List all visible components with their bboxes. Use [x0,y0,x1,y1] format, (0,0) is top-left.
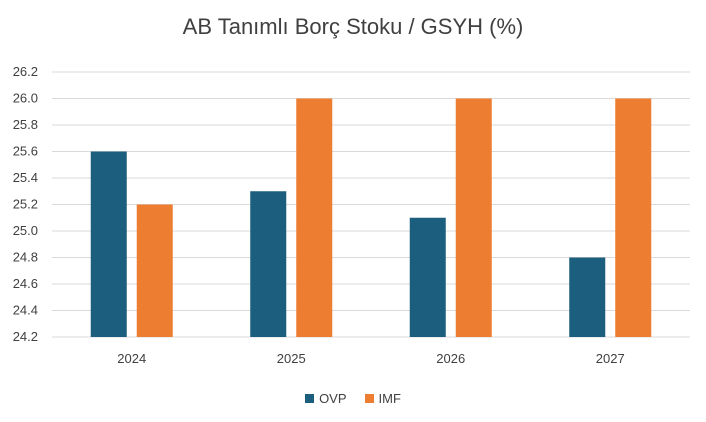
y-tick-label: 24.4 [13,303,38,318]
y-tick-label: 24.6 [13,276,38,291]
bar-ovp-2027 [569,257,606,337]
legend-label-imf: IMF [378,391,401,406]
y-tick-label: 25.8 [13,117,38,132]
bar-imf-2025 [296,98,333,337]
y-tick-label: 26.0 [13,91,38,106]
y-tick-label: 24.2 [13,329,38,344]
bar-ovp-2024 [90,151,127,337]
bar-imf-2027 [615,98,652,337]
bar-imf-2026 [455,98,492,337]
legend-item-imf: IMF [364,391,401,406]
x-tick-label: 2027 [596,351,625,366]
x-tick-label: 2024 [117,351,146,366]
legend-swatch-imf [364,394,374,403]
legend-item-ovp: OVP [305,391,347,406]
y-tick-label: 25.0 [13,223,38,238]
bar-ovp-2026 [409,217,446,337]
bar-imf-2024 [136,204,173,337]
y-tick-label: 24.8 [13,250,38,265]
legend-swatch-ovp [305,394,315,403]
y-tick-label: 25.6 [13,144,38,159]
y-tick-label: 25.2 [13,197,38,212]
bar-ovp-2025 [250,191,287,337]
x-tick-label: 2026 [436,351,465,366]
y-tick-label: 25.4 [13,170,38,185]
y-tick-label: 26.2 [13,64,38,79]
legend-label-ovp: OVP [319,391,347,406]
x-tick-label: 2025 [277,351,306,366]
legend: OVP IMF [0,391,706,406]
chart-title: AB Tanımlı Borç Stoku / GSYH (%) [182,14,524,39]
